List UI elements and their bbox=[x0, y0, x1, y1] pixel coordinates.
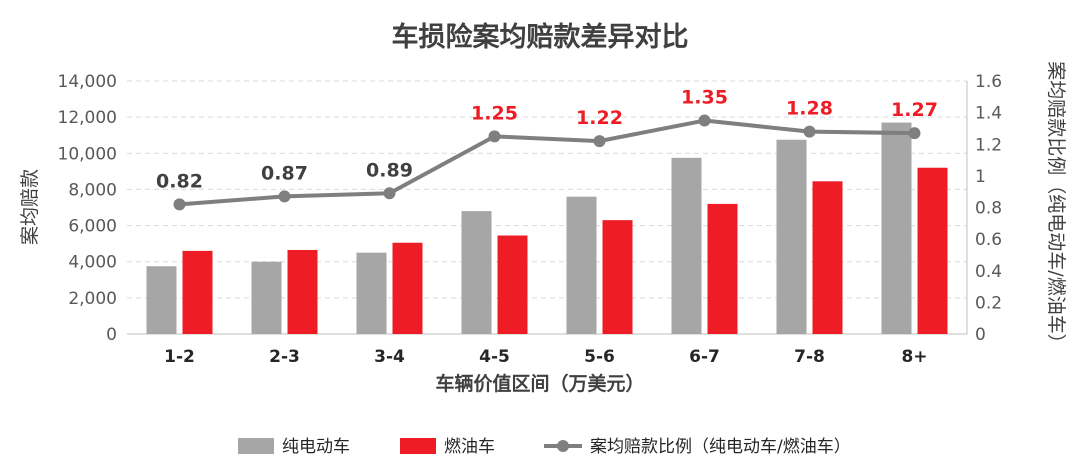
ratio-data-label: 1.22 bbox=[576, 107, 623, 129]
y-tick-label: 8,000 bbox=[68, 180, 117, 200]
y2-tick-label: 1.2 bbox=[975, 135, 1002, 155]
bars bbox=[146, 122, 948, 334]
legend-marker-ratio bbox=[557, 440, 569, 452]
ratio-data-label: 1.27 bbox=[891, 99, 938, 121]
ratio-point bbox=[383, 187, 396, 200]
bar-fuel bbox=[497, 235, 528, 334]
ratio-data-label: 0.82 bbox=[156, 170, 203, 192]
legend-label-ev: 纯电动车 bbox=[282, 437, 350, 457]
ratio-point bbox=[803, 125, 816, 138]
chart-title: 车损险案均赔款差异对比 bbox=[392, 21, 689, 53]
bar-ev bbox=[251, 261, 282, 334]
ratio-data-label: 0.89 bbox=[366, 159, 413, 181]
bar-fuel bbox=[917, 167, 948, 334]
x-tick-label: 5-6 bbox=[584, 347, 615, 367]
x-tick-label: 4-5 bbox=[479, 347, 510, 367]
y2-tick-label: 1 bbox=[975, 167, 986, 187]
y-tick-label: 4,000 bbox=[68, 253, 117, 273]
bar-fuel bbox=[287, 249, 318, 334]
x-tick-label: 8+ bbox=[901, 347, 927, 367]
legend-swatch-ev bbox=[238, 438, 274, 454]
y2-tick-label: 0.6 bbox=[975, 230, 1002, 250]
bar-ev bbox=[671, 157, 702, 334]
ratio-point bbox=[593, 135, 606, 148]
bar-fuel bbox=[182, 250, 213, 334]
bar-fuel bbox=[812, 181, 843, 334]
bar-ev bbox=[461, 211, 492, 334]
ratio-line: 0.82 0.87 0.89 1.25 1.22 1.35 1.28 1.27 bbox=[156, 87, 938, 211]
ratio-polyline bbox=[179, 118, 915, 207]
bar-fuel bbox=[707, 203, 738, 334]
x-tick-label: 7-8 bbox=[794, 347, 825, 367]
y-tick-label: 0 bbox=[106, 325, 117, 345]
y2-tick-label: 0 bbox=[975, 325, 986, 345]
ratio-point bbox=[698, 114, 711, 127]
ratio-point bbox=[278, 190, 291, 203]
y-tick-label: 14,000 bbox=[58, 72, 117, 92]
legend-swatch-fuel bbox=[400, 438, 436, 454]
y2-tick-label: 1.6 bbox=[975, 72, 1002, 92]
axis-ticks: 0 2,000 4,000 6,000 8,000 10,000 12,000 14,000 0… bbox=[58, 72, 1003, 367]
legend-label-fuel: 燃油车 bbox=[444, 437, 495, 457]
bar-ev bbox=[356, 252, 387, 334]
x-tick-label: 1-2 bbox=[164, 347, 195, 367]
ratio-data-label: 1.28 bbox=[786, 98, 833, 120]
x-tick-label: 6-7 bbox=[689, 347, 720, 367]
bar-fuel bbox=[602, 220, 633, 334]
bar-ev bbox=[881, 122, 912, 334]
x-axis-label: 车辆价值区间（万美元） bbox=[435, 372, 644, 395]
bar-ev bbox=[566, 196, 597, 334]
y-tick-label: 6,000 bbox=[68, 217, 117, 237]
bar-fuel bbox=[392, 242, 423, 334]
y2-axis-label: 案均赔款比例（纯电动车/燃油车） bbox=[1045, 61, 1067, 352]
y-axis-label: 案均赔款 bbox=[19, 169, 41, 245]
bar-ev bbox=[776, 139, 807, 334]
y2-tick-label: 0.2 bbox=[975, 293, 1002, 313]
y2-tick-label: 0.8 bbox=[975, 199, 1002, 219]
bar-ev bbox=[146, 266, 177, 334]
y2-tick-label: 1.4 bbox=[975, 104, 1002, 124]
ratio-point bbox=[488, 130, 501, 143]
ratio-data-label: 0.87 bbox=[261, 162, 308, 184]
y-tick-label: 10,000 bbox=[58, 144, 117, 164]
legend-label-ratio: 案均赔款比例（纯电动车/燃油车） bbox=[590, 437, 851, 457]
ratio-data-label: 1.25 bbox=[471, 102, 518, 124]
legend: 纯电动车 燃油车 案均赔款比例（纯电动车/燃油车） bbox=[238, 437, 851, 457]
ratio-point bbox=[173, 198, 186, 211]
ratio-data-label: 1.35 bbox=[681, 87, 728, 109]
x-tick-label: 3-4 bbox=[374, 347, 405, 367]
y-tick-label: 12,000 bbox=[58, 108, 117, 128]
ratio-point bbox=[908, 127, 921, 140]
y2-tick-label: 0.4 bbox=[975, 262, 1002, 282]
y-tick-label: 2,000 bbox=[68, 289, 117, 309]
x-tick-label: 2-3 bbox=[269, 347, 300, 367]
